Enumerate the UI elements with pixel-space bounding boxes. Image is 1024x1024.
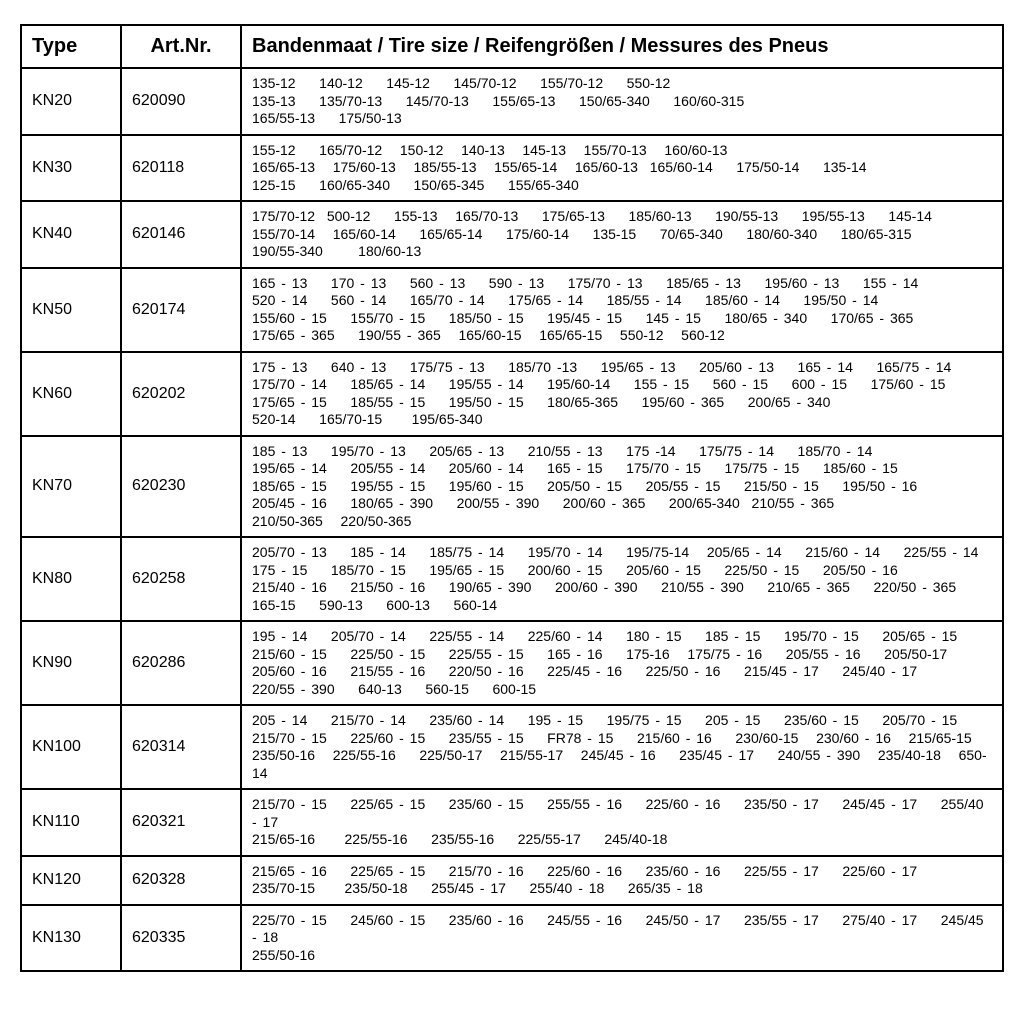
col-header-artnr: Art.Nr. — [121, 25, 241, 68]
artnr-cell: 620090 — [121, 68, 241, 135]
col-header-type: Type — [21, 25, 121, 68]
table-row: KN20620090135-12 140-12 145-12 145/70-12… — [21, 68, 1003, 135]
artnr-cell: 620258 — [121, 537, 241, 621]
artnr-cell: 620286 — [121, 621, 241, 705]
type-cell: KN120 — [21, 856, 121, 905]
tire-sizes-cell: 215/65 - 16 225/65 - 15 215/70 - 16 225/… — [241, 856, 1003, 905]
table-row: KN40620146175/70-12 500-12 155-13 165/70… — [21, 201, 1003, 268]
table-row: KN80620258205/70 - 13 185 - 14 185/75 - … — [21, 537, 1003, 621]
type-cell: KN20 — [21, 68, 121, 135]
type-cell: KN30 — [21, 135, 121, 202]
tire-sizes-cell: 215/70 - 15 225/65 - 15 235/60 - 15 255/… — [241, 789, 1003, 856]
table-row: KN130620335225/70 - 15 245/60 - 15 235/6… — [21, 905, 1003, 972]
table-row: KN30620118155-12 165/70-12 150-12 140-13… — [21, 135, 1003, 202]
type-cell: KN110 — [21, 789, 121, 856]
type-cell: KN100 — [21, 705, 121, 789]
type-cell: KN50 — [21, 268, 121, 352]
tire-sizes-cell: 135-12 140-12 145-12 145/70-12 155/70-12… — [241, 68, 1003, 135]
artnr-cell: 620328 — [121, 856, 241, 905]
type-cell: KN130 — [21, 905, 121, 972]
tire-sizes-cell: 175 - 13 640 - 13 175/75 - 13 185/70 -13… — [241, 352, 1003, 436]
table-row: KN100620314205 - 14 215/70 - 14 235/60 -… — [21, 705, 1003, 789]
tire-sizes-cell: 175/70-12 500-12 155-13 165/70-13 175/65… — [241, 201, 1003, 268]
table-row: KN70620230185 - 13 195/70 - 13 205/65 - … — [21, 436, 1003, 538]
artnr-cell: 620174 — [121, 268, 241, 352]
table-row: KN50620174165 - 13 170 - 13 560 - 13 590… — [21, 268, 1003, 352]
tire-sizes-cell: 195 - 14 205/70 - 14 225/55 - 14 225/60 … — [241, 621, 1003, 705]
type-cell: KN90 — [21, 621, 121, 705]
col-header-sizes: Bandenmaat / Tire size / Reifengrößen / … — [241, 25, 1003, 68]
tire-sizes-cell: 155-12 165/70-12 150-12 140-13 145-13 15… — [241, 135, 1003, 202]
type-cell: KN40 — [21, 201, 121, 268]
artnr-cell: 620230 — [121, 436, 241, 538]
artnr-cell: 620335 — [121, 905, 241, 972]
table-row: KN90620286195 - 14 205/70 - 14 225/55 - … — [21, 621, 1003, 705]
artnr-cell: 620321 — [121, 789, 241, 856]
table-row: KN110620321215/70 - 15 225/65 - 15 235/6… — [21, 789, 1003, 856]
type-cell: KN70 — [21, 436, 121, 538]
tire-sizes-cell: 205/70 - 13 185 - 14 185/75 - 14 195/70 … — [241, 537, 1003, 621]
tire-sizes-cell: 185 - 13 195/70 - 13 205/65 - 13 210/55 … — [241, 436, 1003, 538]
table-header-row: Type Art.Nr. Bandenmaat / Tire size / Re… — [21, 25, 1003, 68]
tire-sizes-cell: 165 - 13 170 - 13 560 - 13 590 - 13 175/… — [241, 268, 1003, 352]
tire-sizes-cell: 225/70 - 15 245/60 - 15 235/60 - 16 245/… — [241, 905, 1003, 972]
artnr-cell: 620314 — [121, 705, 241, 789]
artnr-cell: 620202 — [121, 352, 241, 436]
type-cell: KN80 — [21, 537, 121, 621]
type-cell: KN60 — [21, 352, 121, 436]
artnr-cell: 620146 — [121, 201, 241, 268]
table-row: KN120620328215/65 - 16 225/65 - 15 215/7… — [21, 856, 1003, 905]
tire-sizes-cell: 205 - 14 215/70 - 14 235/60 - 14 195 - 1… — [241, 705, 1003, 789]
artnr-cell: 620118 — [121, 135, 241, 202]
table-row: KN60620202175 - 13 640 - 13 175/75 - 13 … — [21, 352, 1003, 436]
tire-size-table: Type Art.Nr. Bandenmaat / Tire size / Re… — [20, 24, 1004, 972]
